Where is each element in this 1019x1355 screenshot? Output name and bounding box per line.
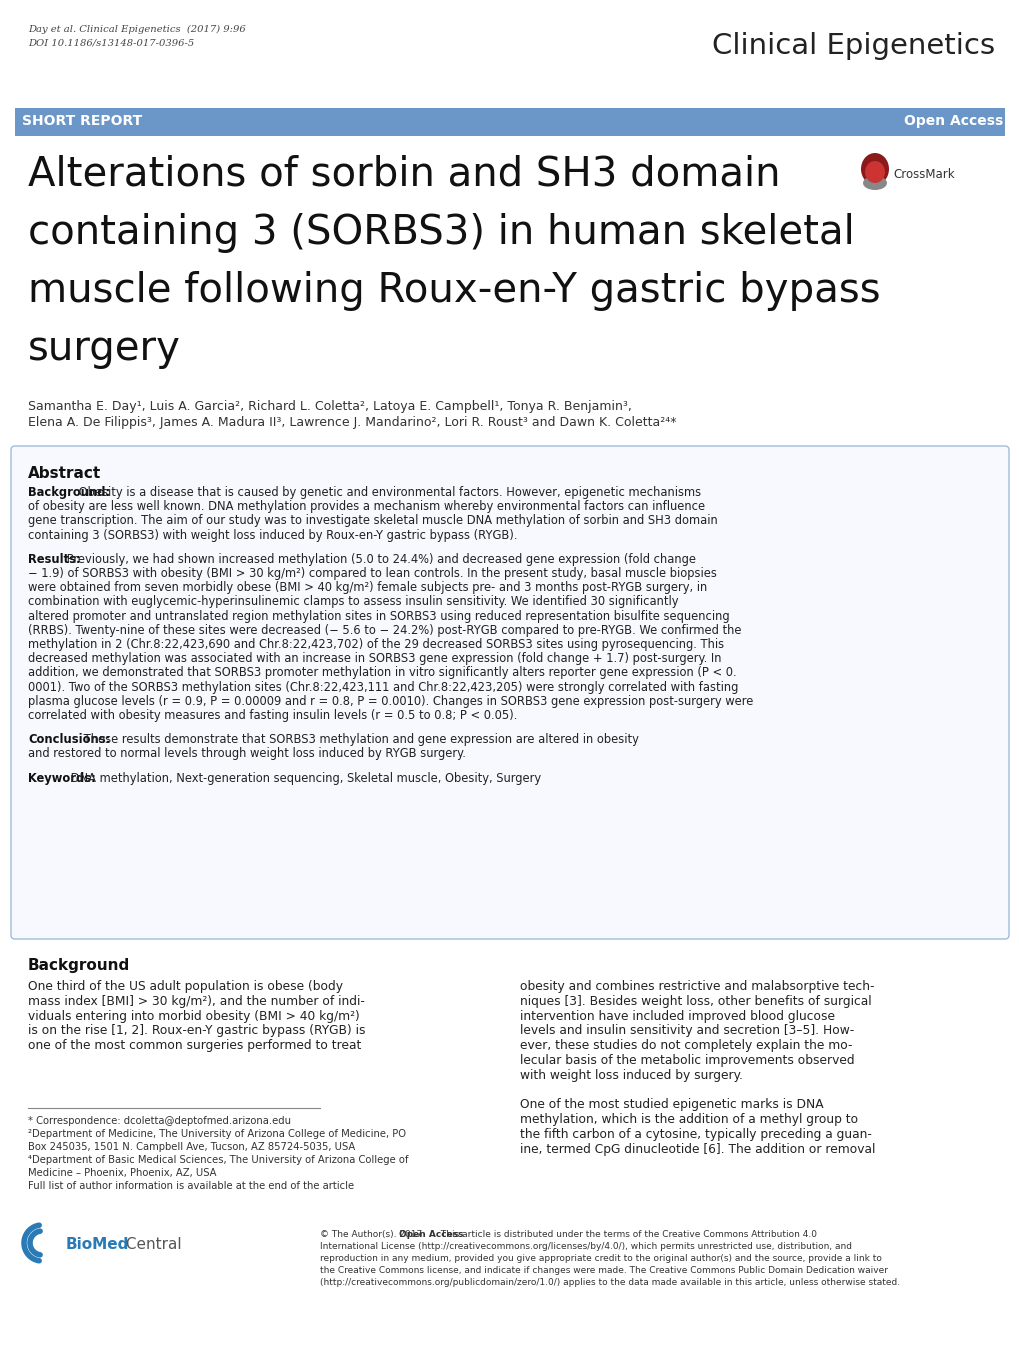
Text: the Creative Commons license, and indicate if changes were made. The Creative Co: the Creative Commons license, and indica… — [320, 1266, 888, 1275]
Text: This article is distributed under the terms of the Creative Commons Attribution : This article is distributed under the te… — [437, 1230, 816, 1238]
Text: niques [3]. Besides weight loss, other benefits of surgical: niques [3]. Besides weight loss, other b… — [520, 995, 871, 1008]
Text: Previously, we had shown increased methylation (5.0 to 24.4%) and decreased gene: Previously, we had shown increased methy… — [62, 553, 695, 566]
Text: Abstract: Abstract — [28, 466, 101, 481]
Text: These results demonstrate that SORBS3 methylation and gene expression are altere: These results demonstrate that SORBS3 me… — [79, 733, 638, 747]
Text: * Correspondence: dcoletta@deptofmed.arizona.edu: * Correspondence: dcoletta@deptofmed.ari… — [28, 1117, 290, 1126]
Text: gene transcription. The aim of our study was to investigate skeletal muscle DNA : gene transcription. The aim of our study… — [28, 515, 717, 527]
Text: International License (http://creativecommons.org/licenses/by/4.0/), which permi: International License (http://creativeco… — [320, 1243, 851, 1251]
Text: Alterations of sorbin and SH3 domain: Alterations of sorbin and SH3 domain — [28, 154, 780, 195]
Ellipse shape — [864, 161, 884, 183]
Ellipse shape — [860, 153, 889, 186]
Text: Open Access: Open Access — [903, 114, 1002, 127]
Text: Medicine – Phoenix, Phoenix, AZ, USA: Medicine – Phoenix, Phoenix, AZ, USA — [28, 1168, 216, 1177]
Text: Samantha E. Day¹, Luis A. Garcia², Richard L. Coletta², Latoya E. Campbell¹, Ton: Samantha E. Day¹, Luis A. Garcia², Richa… — [28, 400, 631, 413]
Text: decreased methylation was associated with an increase in SORBS3 gene expression : decreased methylation was associated wit… — [28, 652, 720, 665]
Text: is on the rise [1, 2]. Roux-en-Y gastric bypass (RYGB) is: is on the rise [1, 2]. Roux-en-Y gastric… — [28, 1024, 365, 1038]
Text: Results:: Results: — [28, 553, 81, 566]
Text: obesity and combines restrictive and malabsorptive tech-: obesity and combines restrictive and mal… — [520, 980, 873, 993]
Text: Conclusions:: Conclusions: — [28, 733, 110, 747]
Text: correlated with obesity measures and fasting insulin levels (r = 0.5 to 0.8; P <: correlated with obesity measures and fas… — [28, 709, 517, 722]
Text: − 1.9) of SORBS3 with obesity (BMI > 30 kg/m²) compared to lean controls. In the: − 1.9) of SORBS3 with obesity (BMI > 30 … — [28, 566, 716, 580]
Text: with weight loss induced by surgery.: with weight loss induced by surgery. — [520, 1069, 742, 1081]
Ellipse shape — [862, 176, 887, 190]
Text: Full list of author information is available at the end of the article: Full list of author information is avail… — [28, 1182, 354, 1191]
Text: Keywords:: Keywords: — [28, 771, 96, 785]
Text: Obesity is a disease that is caused by genetic and environmental factors. Howeve: Obesity is a disease that is caused by g… — [75, 486, 701, 499]
Text: Elena A. De Filippis³, James A. Madura II³, Lawrence J. Mandarino², Lori R. Rous: Elena A. De Filippis³, James A. Madura I… — [28, 416, 676, 430]
Text: Clinical Epigenetics: Clinical Epigenetics — [711, 33, 994, 60]
Text: combination with euglycemic-hyperinsulinemic clamps to assess insulin sensitivit: combination with euglycemic-hyperinsulin… — [28, 595, 678, 608]
Text: CrossMark: CrossMark — [892, 168, 954, 182]
Text: of obesity are less well known. DNA methylation provides a mechanism whereby env: of obesity are less well known. DNA meth… — [28, 500, 704, 514]
Text: Open Access: Open Access — [398, 1230, 463, 1238]
Text: methylation in 2 (Chr.8:22,423,690 and Chr.8:22,423,702) of the 29 decreased SOR: methylation in 2 (Chr.8:22,423,690 and C… — [28, 638, 723, 650]
Text: (http://creativecommons.org/publicdomain/zero/1.0/) applies to the data made ava: (http://creativecommons.org/publicdomain… — [320, 1278, 899, 1287]
Text: One third of the US adult population is obese (body: One third of the US adult population is … — [28, 980, 342, 993]
Text: intervention have included improved blood glucose: intervention have included improved bloo… — [520, 1009, 835, 1023]
Text: and restored to normal levels through weight loss induced by RYGB surgery.: and restored to normal levels through we… — [28, 748, 466, 760]
Text: reproduction in any medium, provided you give appropriate credit to the original: reproduction in any medium, provided you… — [320, 1253, 881, 1263]
Text: were obtained from seven morbidly obese (BMI > 40 kg/m²) female subjects pre- an: were obtained from seven morbidly obese … — [28, 581, 706, 595]
Text: lecular basis of the metabolic improvements observed: lecular basis of the metabolic improveme… — [520, 1054, 854, 1066]
Text: Central: Central — [121, 1237, 181, 1252]
Text: DNA methylation, Next-generation sequencing, Skeletal muscle, Obesity, Surgery: DNA methylation, Next-generation sequenc… — [67, 771, 540, 785]
Text: BioMed: BioMed — [66, 1237, 129, 1252]
Text: Background: Background — [28, 958, 130, 973]
Text: plasma glucose levels (r = 0.9, P = 0.00009 and r = 0.8, P = 0.0010). Changes in: plasma glucose levels (r = 0.9, P = 0.00… — [28, 695, 753, 707]
Text: (RRBS). Twenty-nine of these sites were decreased (− 5.6 to − 24.2%) post-RYGB c: (RRBS). Twenty-nine of these sites were … — [28, 623, 741, 637]
Text: methylation, which is the addition of a methyl group to: methylation, which is the addition of a … — [520, 1114, 857, 1126]
Text: 0001). Two of the SORBS3 methylation sites (Chr.8:22,423,111 and Chr.8:22,423,20: 0001). Two of the SORBS3 methylation sit… — [28, 680, 738, 694]
Text: surgery: surgery — [28, 329, 180, 369]
Text: ine, termed CpG dinucleotide [6]. The addition or removal: ine, termed CpG dinucleotide [6]. The ad… — [520, 1142, 874, 1156]
Text: Background:: Background: — [28, 486, 110, 499]
Text: SHORT REPORT: SHORT REPORT — [22, 114, 142, 127]
Text: ever, these studies do not completely explain the mo-: ever, these studies do not completely ex… — [520, 1039, 852, 1053]
Text: muscle following Roux-en-Y gastric bypass: muscle following Roux-en-Y gastric bypas… — [28, 271, 879, 312]
Text: DOI 10.1186/s13148-017-0396-5: DOI 10.1186/s13148-017-0396-5 — [28, 38, 194, 47]
Text: viduals entering into morbid obesity (BMI > 40 kg/m²): viduals entering into morbid obesity (BM… — [28, 1009, 360, 1023]
FancyBboxPatch shape — [11, 446, 1008, 939]
Text: Day et al. Clinical Epigenetics  (2017) 9:96: Day et al. Clinical Epigenetics (2017) 9… — [28, 24, 246, 34]
Text: © The Author(s). 2017: © The Author(s). 2017 — [320, 1230, 425, 1238]
Text: altered promoter and untranslated region methylation sites in SORBS3 using reduc: altered promoter and untranslated region… — [28, 610, 729, 622]
Text: containing 3 (SORBS3) with weight loss induced by Roux-en-Y gastric bypass (RYGB: containing 3 (SORBS3) with weight loss i… — [28, 528, 517, 542]
Text: mass index [BMI] > 30 kg/m²), and the number of indi-: mass index [BMI] > 30 kg/m²), and the nu… — [28, 995, 365, 1008]
Text: levels and insulin sensitivity and secretion [3–5]. How-: levels and insulin sensitivity and secre… — [520, 1024, 854, 1038]
Text: Box 245035, 1501 N. Campbell Ave, Tucson, AZ 85724-5035, USA: Box 245035, 1501 N. Campbell Ave, Tucson… — [28, 1142, 355, 1152]
Text: the fifth carbon of a cytosine, typically preceding a guan-: the fifth carbon of a cytosine, typicall… — [520, 1127, 871, 1141]
Text: One of the most studied epigenetic marks is DNA: One of the most studied epigenetic marks… — [520, 1099, 822, 1111]
FancyBboxPatch shape — [15, 108, 1004, 136]
Text: ²Department of Medicine, The University of Arizona College of Medicine, PO: ²Department of Medicine, The University … — [28, 1129, 406, 1140]
Text: one of the most common surgeries performed to treat: one of the most common surgeries perform… — [28, 1039, 361, 1053]
Text: containing 3 (SORBS3) in human skeletal: containing 3 (SORBS3) in human skeletal — [28, 213, 854, 253]
Text: ⁴Department of Basic Medical Sciences, The University of Arizona College of: ⁴Department of Basic Medical Sciences, T… — [28, 1154, 408, 1165]
Text: addition, we demonstrated that SORBS3 promoter methylation in vitro significantl: addition, we demonstrated that SORBS3 pr… — [28, 667, 736, 679]
